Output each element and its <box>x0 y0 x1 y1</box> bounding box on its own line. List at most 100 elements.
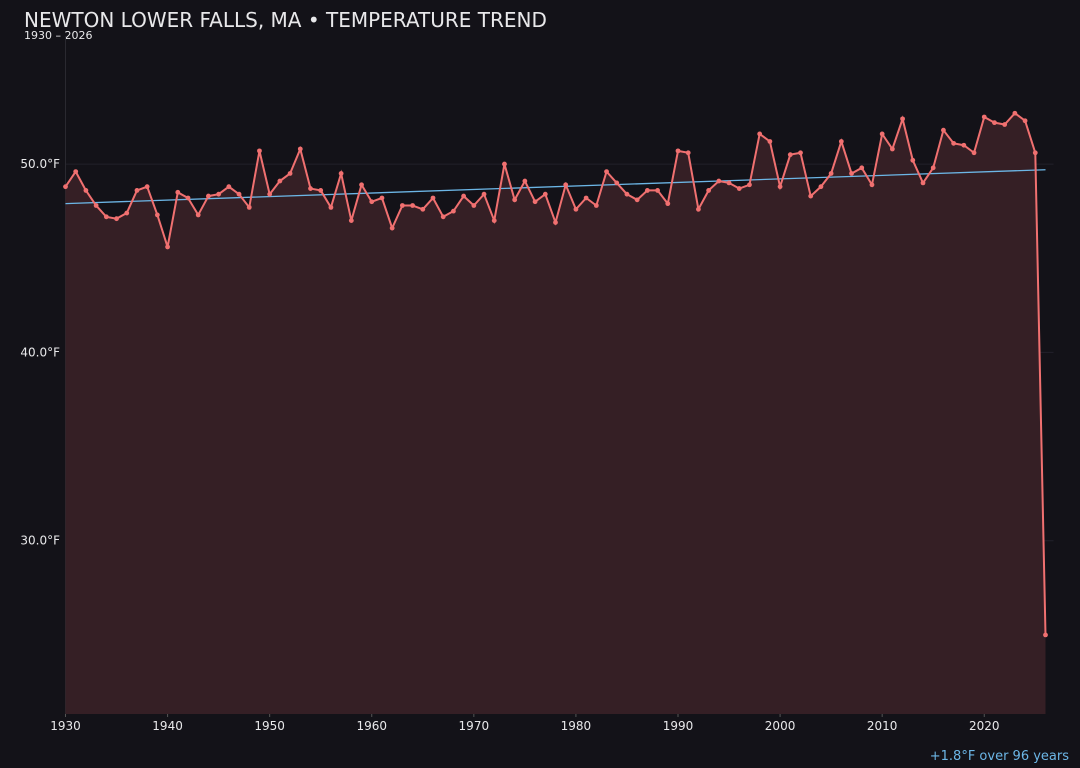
point <box>889 146 895 152</box>
point <box>900 116 905 122</box>
point <box>165 244 170 250</box>
point <box>542 191 548 197</box>
x-tick-label: 1950 <box>254 719 285 733</box>
point <box>961 142 967 148</box>
x-tick-label: 1990 <box>663 719 694 733</box>
point <box>1002 122 1008 127</box>
point <box>440 214 446 220</box>
point <box>624 191 630 197</box>
x-tick-label: 2000 <box>765 719 796 733</box>
point <box>124 210 130 216</box>
point <box>665 201 671 207</box>
point <box>491 218 497 223</box>
point <box>93 203 99 208</box>
point <box>644 188 650 193</box>
point <box>992 120 997 126</box>
point <box>930 165 936 171</box>
point <box>767 139 773 144</box>
point <box>185 195 191 201</box>
point <box>226 184 232 190</box>
y-tick-label: 50.0°F <box>20 157 60 171</box>
point <box>941 127 946 133</box>
point <box>777 184 783 190</box>
x-tick-label: 1960 <box>356 719 387 733</box>
point <box>471 203 477 208</box>
point <box>1022 118 1028 124</box>
point <box>236 191 242 197</box>
point <box>1012 110 1018 116</box>
point <box>63 184 68 190</box>
point <box>818 184 824 190</box>
point <box>849 171 854 176</box>
chart-subtitle: 1930 – 2026 <box>24 29 92 42</box>
y-tick-label: 30.0°F <box>20 534 60 548</box>
point <box>103 214 109 220</box>
point <box>481 191 487 197</box>
point <box>798 150 803 156</box>
point <box>195 212 201 218</box>
point <box>328 204 334 210</box>
point <box>685 150 691 156</box>
point <box>216 191 222 197</box>
x-tick-label: 2010 <box>867 719 898 733</box>
point <box>502 161 507 167</box>
point <box>154 212 160 218</box>
point <box>593 203 599 208</box>
point <box>828 171 834 176</box>
point <box>451 208 456 214</box>
point <box>1032 150 1038 156</box>
point <box>83 188 89 193</box>
point <box>787 152 793 158</box>
point <box>134 188 140 193</box>
point <box>348 218 354 223</box>
x-tick-label: 1940 <box>152 719 183 733</box>
point <box>359 182 364 188</box>
point <box>206 193 211 199</box>
point <box>583 195 589 201</box>
point <box>736 186 742 191</box>
point <box>808 193 814 199</box>
point <box>655 188 660 193</box>
x-tick-label: 2020 <box>969 719 1000 733</box>
point <box>175 189 181 195</box>
point <box>379 195 385 201</box>
point <box>747 182 752 188</box>
area <box>65 113 1046 714</box>
point <box>838 139 844 144</box>
point <box>338 171 344 176</box>
chart-title: NEWTON LOWER FALLS, MA • TEMPERATURE TRE… <box>24 8 547 32</box>
x-tick-label: 1930 <box>50 719 81 733</box>
point <box>1043 632 1048 638</box>
point <box>879 131 885 137</box>
point <box>920 180 926 186</box>
point <box>144 184 150 190</box>
point <box>369 199 375 205</box>
point <box>706 188 712 193</box>
point <box>869 182 875 188</box>
point <box>461 193 467 199</box>
y-tick-label: 40.0°F <box>20 345 60 359</box>
point <box>981 114 987 120</box>
x-tick-label: 1970 <box>459 719 490 733</box>
point <box>73 169 79 175</box>
annotation: +1.8°F over 96 years <box>930 749 1069 764</box>
point <box>277 178 283 184</box>
point <box>420 206 426 212</box>
point <box>318 188 324 193</box>
point <box>573 206 579 212</box>
point <box>287 171 293 176</box>
point <box>604 169 609 175</box>
point <box>726 180 732 186</box>
point <box>512 197 518 203</box>
point <box>634 197 640 203</box>
point <box>553 220 558 225</box>
trend-line <box>65 169 1046 205</box>
point <box>859 165 865 171</box>
point <box>675 148 681 154</box>
point <box>389 225 395 231</box>
point <box>246 204 252 210</box>
x-tick-label: 1980 <box>561 719 592 733</box>
point <box>308 186 313 191</box>
